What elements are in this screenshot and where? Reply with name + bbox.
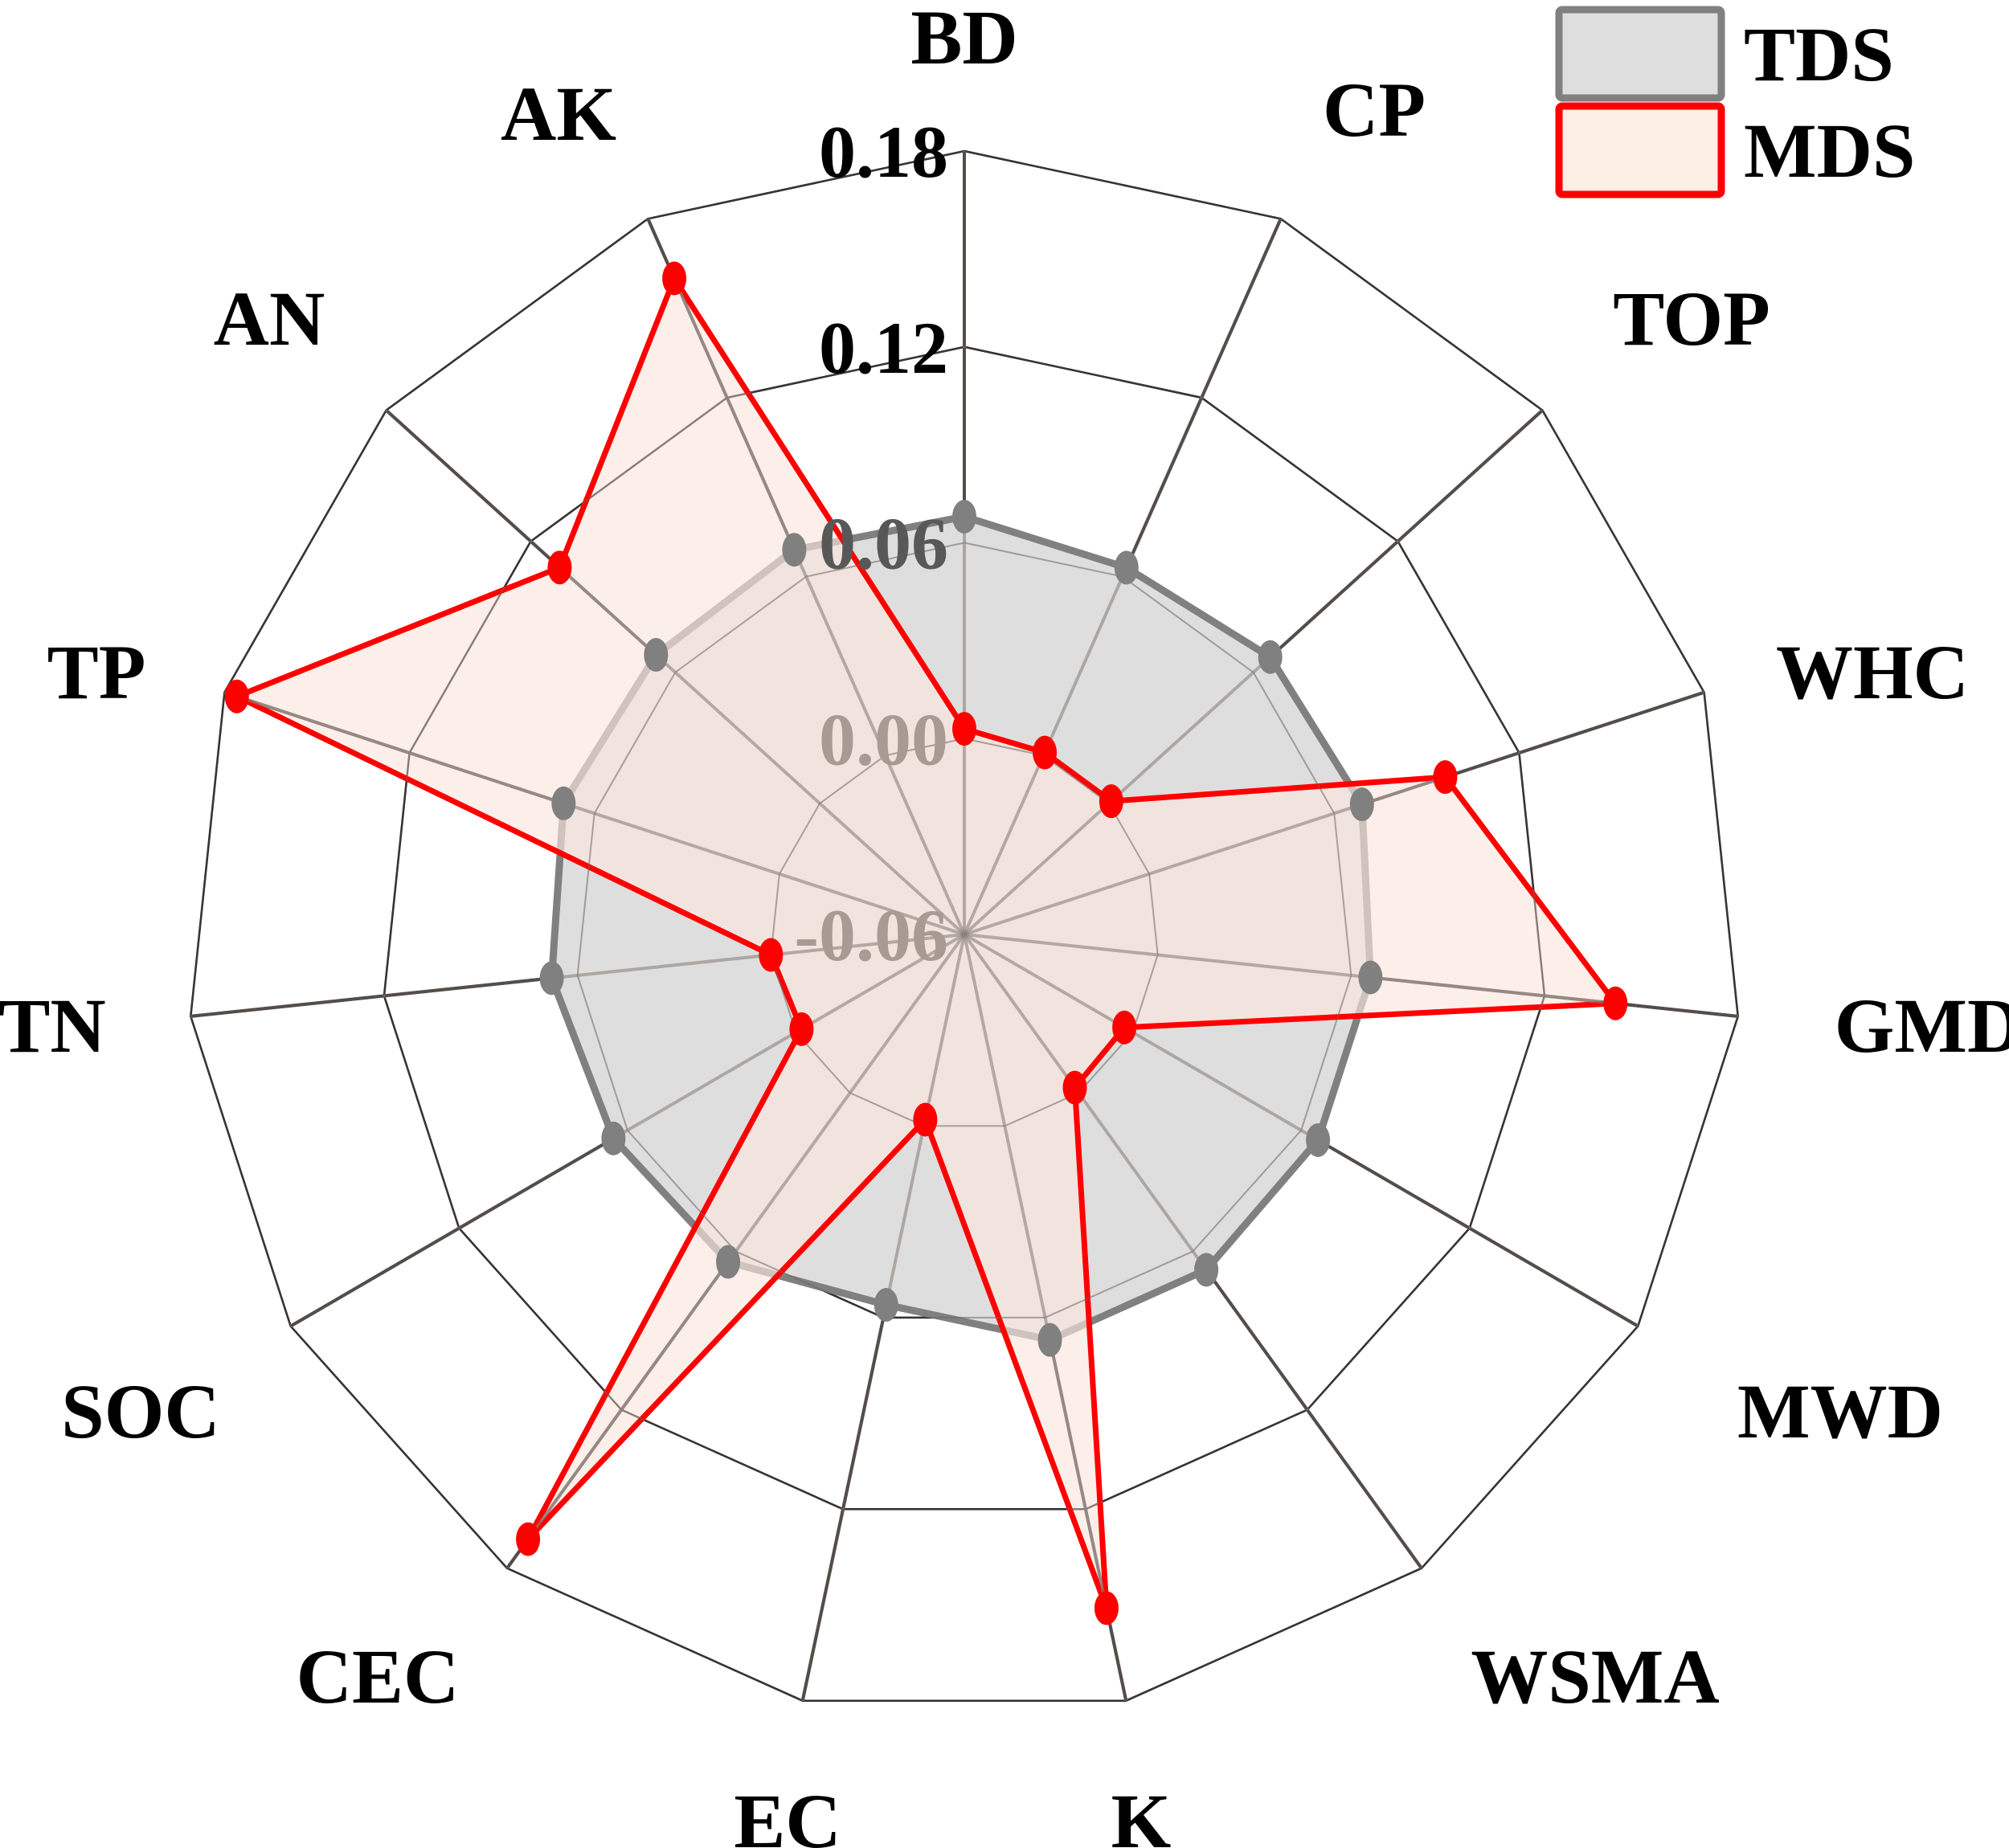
- data-point-tds-mwd: [1306, 1122, 1331, 1157]
- grid-spoke-overlay: [963, 409, 1544, 936]
- axis-label-whc: WHC: [1776, 629, 1969, 715]
- series-area-mds: [230, 272, 1622, 1609]
- radar-markers: [224, 261, 1628, 1625]
- radial-tick-labels: -0.06 0.00 0.06 0.12 0.18: [794, 111, 948, 976]
- axis-label-wsma: WSMA: [1471, 1633, 1719, 1719]
- grid-ring-overlay: [576, 542, 1352, 1319]
- data-point-tds-whc: [1349, 787, 1374, 822]
- data-point-tds-cp: [1114, 550, 1139, 585]
- data-point-mds-mwd: [1112, 1010, 1137, 1045]
- grid-ring-overlay: [190, 149, 1739, 1702]
- grid-spoke-overlay: [963, 933, 1423, 1569]
- axis-label-mwd: MWD: [1737, 1368, 1943, 1454]
- grid-spoke-overlay: [963, 934, 1128, 1702]
- grid-spoke-overlay: [964, 690, 1705, 936]
- grid-spoke-overlay: [190, 933, 965, 1018]
- data-point-tds-ec: [874, 1287, 898, 1322]
- data-point-tds-k: [1037, 1323, 1062, 1357]
- grid-spoke-overlay: [646, 218, 966, 935]
- data-point-mds-top: [1099, 784, 1123, 819]
- data-point-mds-tp: [224, 679, 249, 713]
- legend-label-tds: TDS: [1744, 11, 1894, 97]
- data-point-tds-bd: [952, 500, 976, 534]
- tick-label: 0.06: [819, 503, 948, 585]
- legend-label-mds: MDS: [1744, 108, 1915, 194]
- grid-ring-overlay: [383, 345, 1546, 1511]
- data-point-mds-cec: [516, 1522, 541, 1556]
- data-point-mds-ec: [913, 1102, 938, 1137]
- axis-label-gmd: GMD: [1835, 983, 2009, 1069]
- data-point-mds-bd: [952, 712, 976, 746]
- axis-label-tp: TP: [47, 629, 146, 715]
- data-point-tds-an: [644, 638, 669, 673]
- axis-label-ak: AK: [501, 71, 616, 157]
- tick-label: 0.18: [819, 111, 948, 193]
- tick-label: -0.06: [794, 894, 948, 976]
- data-point-mds-gmd: [1603, 986, 1628, 1020]
- data-point-tds-tp: [551, 786, 576, 820]
- tick-label: 0.12: [819, 307, 948, 389]
- grid-spoke-overlay: [963, 933, 1639, 1328]
- data-point-tds-cec: [716, 1245, 741, 1279]
- data-point-tds-tn: [539, 961, 564, 996]
- data-point-tds-wsma: [1194, 1253, 1219, 1287]
- data-point-tds-ak: [782, 533, 807, 567]
- data-point-mds-tn: [759, 938, 784, 972]
- axis-label-top: TOP: [1613, 276, 1770, 362]
- data-point-mds-an: [547, 550, 572, 585]
- data-point-mds-k: [1094, 1591, 1119, 1625]
- legend-item-tds: TDS: [1555, 6, 1894, 102]
- grid-spoke-overlay: [289, 933, 966, 1328]
- grid-spoke-overlay: [223, 690, 965, 936]
- axis-label-cp: CP: [1323, 67, 1426, 153]
- axis-label-an: AN: [214, 276, 325, 362]
- axis-label-tn: TN: [0, 983, 106, 1069]
- grid-ring-overlay: [770, 738, 1159, 1127]
- data-point-mds-wsma: [1062, 1070, 1087, 1105]
- data-point-tds-top: [1258, 640, 1283, 674]
- axis-label-k: K: [1111, 1778, 1172, 1848]
- axis-label-cec: CEC: [297, 1633, 460, 1719]
- legend: TDS MDS: [1555, 6, 1915, 198]
- legend-swatch-mds: [1555, 102, 1725, 198]
- data-point-mds-soc: [789, 1012, 814, 1046]
- legend-item-mds: MDS: [1555, 102, 1915, 198]
- axis-label-ec: EC: [734, 1778, 841, 1848]
- data-point-tds-gmd: [1358, 960, 1383, 995]
- legend-swatch-tds: [1555, 6, 1725, 102]
- tick-label: 0.00: [819, 698, 948, 780]
- data-point-mds-ak: [662, 261, 687, 296]
- grid-spoke-overlay: [385, 409, 966, 936]
- data-point-mds-whc: [1433, 760, 1458, 795]
- data-point-mds-cp: [1033, 735, 1058, 770]
- data-point-tds-soc: [601, 1121, 626, 1155]
- axis-label-bd: BD: [910, 0, 1017, 80]
- axis-label-soc: SOC: [61, 1368, 219, 1454]
